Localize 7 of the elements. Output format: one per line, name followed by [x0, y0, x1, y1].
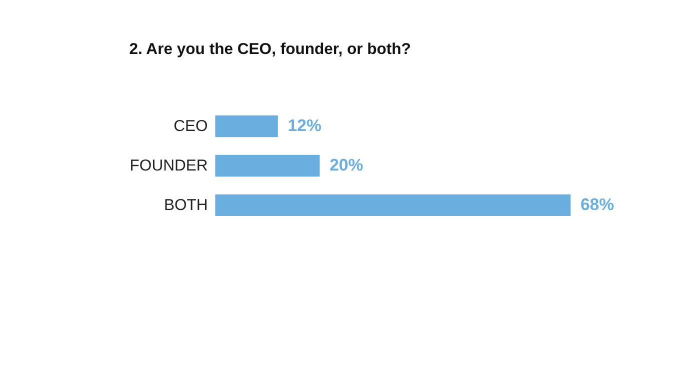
y-tick-label: BOTH: [164, 197, 208, 214]
data-label: 68%: [580, 195, 614, 214]
y-tick-label: FOUNDER: [130, 158, 208, 175]
data-label: 20%: [330, 156, 364, 175]
chart-title: 2. Are you the CEO, founder, or both?: [129, 41, 411, 58]
y-tick-label: CEO: [174, 118, 208, 136]
data-label: 12%: [288, 116, 322, 136]
